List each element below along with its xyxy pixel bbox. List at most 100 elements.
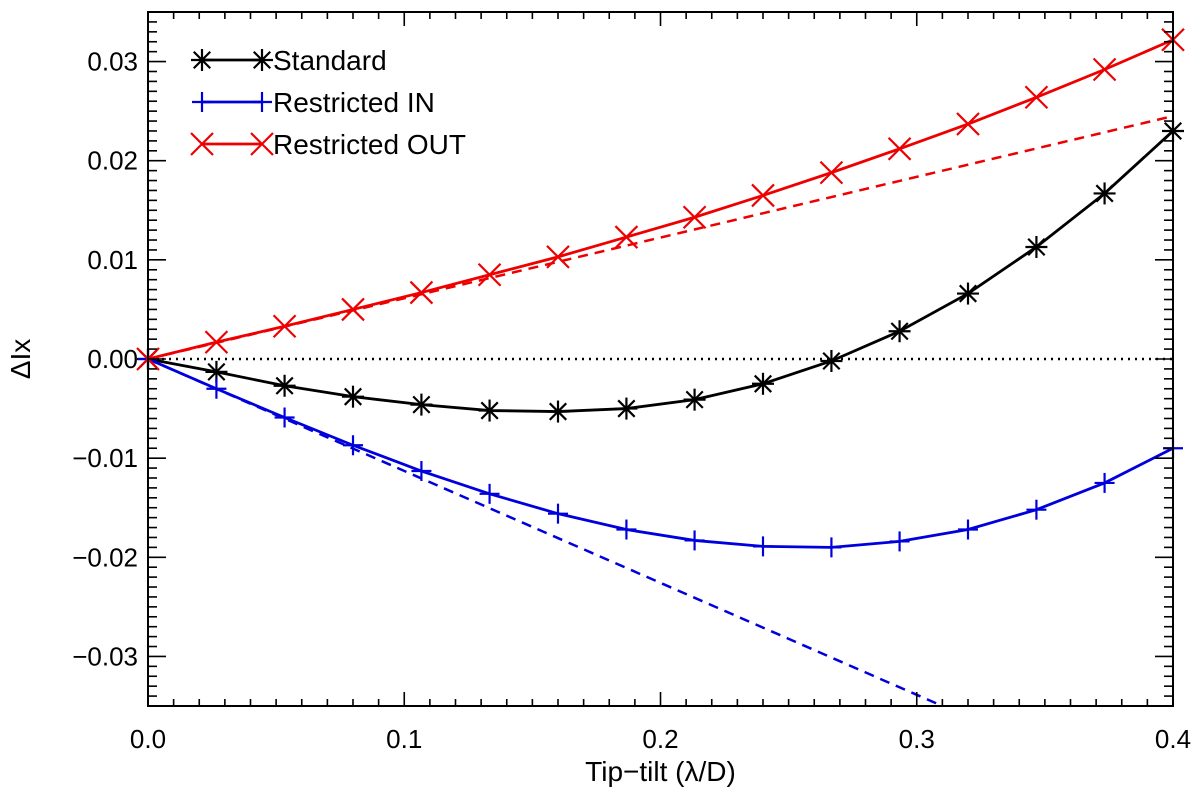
data-point-2-7-stroke [614, 225, 639, 249]
data-point-2-7 [614, 225, 639, 249]
y-tick-label: 0.01 [87, 245, 138, 275]
legend-marker [250, 132, 274, 156]
legend-marker [252, 92, 272, 112]
legend-marker [192, 92, 212, 112]
y-axis-label: ΔIx [5, 339, 36, 379]
data-point-1-7 [616, 519, 637, 540]
legend-marker-stroke [190, 132, 214, 156]
y-tick-label: 0.00 [87, 344, 138, 374]
data-point-2-9 [751, 183, 775, 208]
data-point-0-13-stroke [1027, 237, 1046, 256]
data-point-2-9-stroke [751, 183, 775, 208]
data-point-1-8 [684, 530, 705, 551]
data-point-0-14 [1093, 182, 1116, 205]
legend: Standard Restricted IN Restricted OUT [190, 45, 466, 160]
legend-item-2: Restricted OUT [190, 129, 466, 160]
y-tick-label: −0.02 [72, 542, 138, 572]
data-point-2-12-stroke [956, 112, 980, 136]
data-point-0-8-stroke [685, 390, 704, 409]
data-point-0-11-stroke [890, 322, 909, 341]
x-tick-label: 0.3 [899, 724, 935, 754]
data-point-2-8 [682, 205, 707, 230]
data-point-2-1-stroke [204, 330, 229, 354]
series-layer [136, 27, 1185, 558]
y-tick-label: 0.02 [87, 146, 138, 176]
data-point-2-11-stroke [887, 137, 912, 161]
data-point-1-9 [753, 536, 773, 557]
legend-label: Standard [273, 45, 387, 76]
series-0 [137, 119, 1184, 423]
data-point-0-5-stroke [480, 401, 499, 420]
data-point-0-10-stroke [822, 351, 841, 371]
data-point-2-14 [1092, 57, 1117, 82]
legend-item-0: Standard [191, 45, 387, 76]
data-point-2-12 [956, 112, 980, 136]
legend-marker [190, 132, 214, 156]
data-point-1-5 [479, 483, 500, 504]
data-point-1-12 [958, 519, 978, 540]
data-point-0-9 [752, 372, 774, 395]
data-point-0-10 [820, 349, 843, 372]
x-tick-label: 0.2 [642, 724, 678, 754]
data-point-0-2 [273, 374, 296, 397]
series-line-1 [147, 357, 1174, 549]
data-point-2-4-stroke [409, 280, 434, 305]
data-point-0-12-stroke [958, 284, 978, 303]
data-point-0-5 [478, 399, 501, 422]
legend-marker [251, 49, 273, 71]
data-point-1-1 [206, 378, 227, 399]
x-tick-label: 0.0 [130, 724, 166, 754]
y-tick-label: −0.01 [72, 443, 138, 473]
data-point-0-4-stroke [412, 395, 431, 414]
data-point-0-6 [547, 400, 569, 423]
data-point-2-2-stroke [272, 314, 297, 339]
data-point-2-5-stroke [477, 262, 502, 287]
data-point-0-14-stroke [1095, 184, 1114, 203]
legend-marker-stroke [252, 50, 272, 70]
data-point-1-2 [274, 407, 295, 428]
data-point-0-7-stroke [617, 399, 636, 418]
data-point-2-5 [477, 262, 502, 287]
data-point-1-3 [343, 435, 363, 456]
data-point-0-12 [957, 282, 979, 305]
x-axis-label: Tip−tilt (λ/D) [585, 756, 736, 787]
x-tick-label: 0.4 [1155, 724, 1191, 754]
data-point-0-8 [683, 388, 706, 411]
data-point-2-3-stroke [341, 297, 365, 322]
data-point-2-10 [819, 160, 844, 185]
series-line-0 [147, 129, 1174, 413]
data-point-1-6 [548, 503, 568, 524]
data-point-2-14-stroke [1092, 57, 1117, 82]
legend-label: Restricted IN [273, 87, 435, 118]
data-point-2-11 [887, 137, 912, 161]
data-point-2-10-stroke [819, 160, 844, 185]
data-point-2-1 [204, 330, 229, 354]
reference-lines [147, 114, 1174, 708]
data-point-0-11 [888, 320, 911, 343]
data-point-2-3 [341, 297, 365, 322]
data-point-0-4 [410, 393, 433, 416]
data-point-0-9-stroke [753, 374, 773, 393]
data-point-0-3 [342, 385, 364, 408]
data-point-2-13 [1024, 85, 1049, 110]
series-1 [138, 349, 1183, 558]
data-point-0-13 [1025, 235, 1048, 258]
data-point-2-4 [409, 280, 434, 305]
legend-marker-stroke [192, 50, 212, 70]
series-line-2 [147, 38, 1174, 361]
data-point-1-11 [889, 531, 910, 552]
y-tick-label: 0.03 [87, 47, 138, 77]
data-point-2-6-stroke [546, 245, 570, 269]
legend-marker [191, 49, 213, 71]
data-point-2-6 [546, 245, 570, 269]
data-point-0-2-stroke [275, 376, 294, 395]
y-tick-label: −0.03 [72, 641, 138, 671]
data-point-0-3-stroke [343, 387, 363, 406]
data-point-0-7 [615, 397, 638, 420]
axes: 0.0 0.1 0.2 0.3 0.4 0.03 0.02 0.01 0.00 −0.01 −0.0… [72, 11, 1191, 754]
data-point-1-4 [411, 461, 432, 482]
data-point-0-6-stroke [548, 402, 568, 421]
data-point-2-8-stroke [682, 205, 707, 230]
data-point-1-10 [821, 537, 842, 558]
